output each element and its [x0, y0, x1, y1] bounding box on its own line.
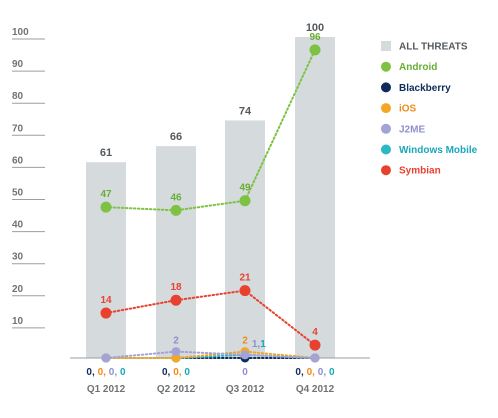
small-value-label: 0	[242, 367, 248, 378]
data-label-symbian: 18	[170, 282, 182, 293]
legend-label: Android	[399, 62, 437, 73]
data-label-android: 46	[170, 192, 182, 203]
y-tick-label: 70	[12, 123, 24, 134]
data-label-android: 47	[100, 189, 112, 200]
series-point-android	[100, 201, 112, 213]
y-tick-label: 100	[12, 27, 29, 38]
legend-label: J2ME	[399, 124, 425, 135]
point-value-label: 1,	[252, 339, 261, 350]
point-value-label: 2	[242, 336, 248, 347]
data-label-symbian: 14	[100, 295, 112, 306]
series-point-symbian	[100, 307, 112, 319]
y-tick-label: 90	[12, 59, 24, 70]
bar-all-threats	[295, 37, 335, 358]
legend-swatch	[381, 82, 391, 93]
bar-all-threats	[156, 146, 196, 358]
series-line-ios	[105, 350, 316, 359]
small-value-label: 0	[184, 367, 190, 378]
small-value-label: 0,	[307, 367, 316, 378]
small-value-label: 0,	[318, 367, 327, 378]
legend-label: ALL THREATS	[399, 42, 468, 53]
series-point-j2me	[240, 350, 250, 360]
small-value-label: 0	[329, 367, 335, 378]
point-value-label: 1	[260, 339, 266, 350]
y-tick-label: 30	[12, 252, 24, 263]
y-tick-label: 10	[12, 316, 24, 327]
small-value-label: 0,	[86, 367, 95, 378]
bar-all-threats	[225, 120, 265, 359]
series-point-android	[170, 204, 182, 216]
series-point-j2me	[101, 353, 111, 363]
small-value-label: 0,	[173, 367, 182, 378]
y-tick-label: 40	[12, 220, 24, 231]
bar-value-label: 74	[239, 105, 252, 117]
y-tick-label: 80	[12, 91, 24, 102]
series-point-j2me	[171, 347, 181, 357]
series-point-android	[309, 44, 321, 56]
legend-swatch	[381, 144, 391, 155]
small-value-label: 0,	[109, 367, 118, 378]
small-value-label: 0,	[295, 367, 304, 378]
legend-label: Symbian	[399, 166, 441, 177]
x-category-label: Q2 2012	[157, 384, 196, 395]
small-value-label: 0	[120, 367, 126, 378]
series-line-symbian	[105, 289, 316, 347]
data-label-android: 96	[309, 32, 321, 43]
legend-swatch	[381, 103, 391, 114]
x-category-label: Q4 2012	[296, 384, 335, 395]
point-value-label: 2	[173, 336, 179, 347]
bar-value-label: 100	[306, 22, 324, 34]
series-point-j2me	[310, 353, 320, 363]
legend-label: Blackberry	[399, 83, 451, 94]
series-point-symbian	[309, 339, 321, 351]
series-point-android	[239, 195, 251, 207]
y-tick-label: 20	[12, 284, 24, 295]
y-tick-label: 50	[12, 188, 24, 199]
x-category-label: Q3 2012	[226, 384, 265, 395]
series-line-android	[105, 48, 316, 212]
series-line-j2me	[105, 350, 316, 359]
legend-swatch	[381, 123, 391, 134]
series-point-symbian	[239, 285, 251, 297]
legend-swatch	[381, 165, 391, 176]
x-category-label: Q1 2012	[87, 384, 126, 395]
legend-swatch	[381, 41, 391, 51]
legend-label: Windows Mobile	[399, 145, 478, 156]
data-label-symbian: 4	[312, 327, 318, 338]
small-value-label: 0,	[162, 367, 171, 378]
bar-value-label: 61	[100, 147, 112, 159]
legend-swatch	[381, 61, 391, 72]
y-tick-label: 60	[12, 155, 24, 166]
series-point-ios	[171, 353, 181, 363]
data-label-symbian: 21	[239, 273, 251, 284]
data-label-android: 49	[239, 183, 251, 194]
series-point-symbian	[170, 294, 182, 306]
legend-label: iOS	[399, 104, 417, 115]
bar-all-threats	[86, 162, 126, 358]
bar-value-label: 66	[170, 131, 182, 143]
small-value-label: 0,	[98, 367, 107, 378]
